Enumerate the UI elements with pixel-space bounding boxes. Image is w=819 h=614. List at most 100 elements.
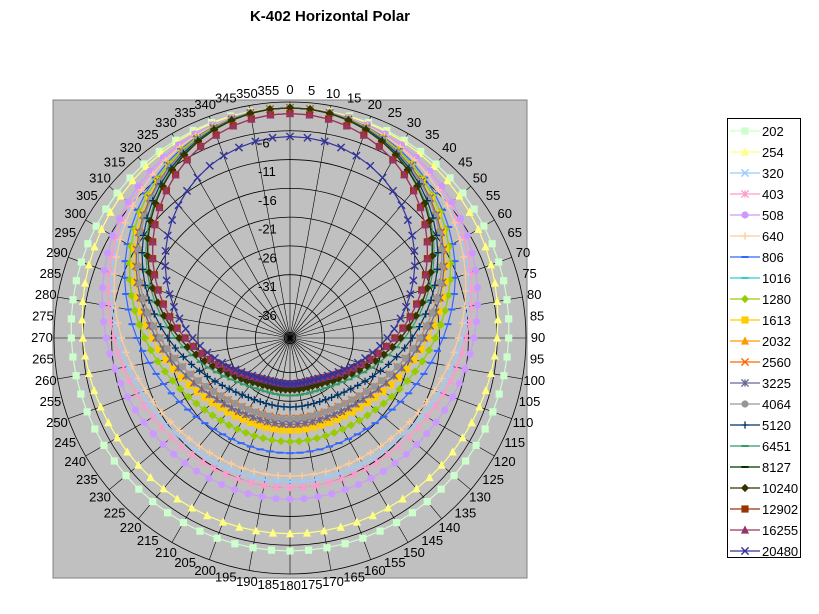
data-point [181, 324, 190, 333]
data-point [124, 198, 132, 206]
data-point [80, 278, 90, 287]
data-point [323, 371, 332, 380]
data-point [481, 385, 490, 395]
angle-label: 170 [322, 574, 344, 589]
data-point [165, 312, 174, 321]
data-point [155, 202, 164, 212]
legend-item: 1016 [728, 268, 800, 289]
data-point [441, 406, 449, 414]
angle-label: 305 [76, 188, 98, 203]
data-point [258, 493, 266, 501]
data-point [320, 137, 329, 146]
data-point [410, 246, 419, 255]
data-point [302, 528, 312, 537]
legend-item: 5120 [728, 415, 800, 436]
data-point [455, 379, 463, 387]
data-point [444, 362, 452, 370]
data-point [435, 308, 443, 316]
data-point [422, 310, 430, 318]
angle-label: 205 [174, 555, 196, 570]
data-point [104, 418, 113, 427]
data-point [285, 132, 295, 141]
data-point [413, 440, 421, 449]
data-point [192, 399, 201, 408]
data-point [420, 220, 430, 229]
data-point [371, 405, 380, 414]
data-point [135, 320, 144, 329]
data-point [341, 399, 349, 408]
data-point [432, 160, 440, 168]
data-point [243, 369, 252, 379]
data-point [446, 275, 455, 284]
data-point [157, 423, 166, 432]
data-point [104, 249, 112, 257]
legend-swatch [730, 378, 760, 388]
data-point [355, 366, 364, 375]
data-point [140, 160, 148, 168]
data-point [486, 260, 496, 269]
data-point [128, 176, 137, 185]
data-point [111, 303, 119, 311]
data-point [334, 374, 343, 383]
data-point [196, 527, 204, 535]
data-point [165, 290, 174, 299]
data-point [327, 393, 336, 402]
data-point [179, 353, 187, 361]
data-point [458, 319, 466, 327]
data-point [434, 388, 444, 397]
angle-label: 55 [486, 188, 500, 203]
data-point [202, 453, 211, 462]
data-point [115, 214, 124, 223]
data-point [468, 249, 476, 257]
legend-item: 1280 [728, 289, 800, 310]
angle-label: 245 [54, 435, 76, 450]
data-point [195, 367, 204, 375]
data-point [324, 478, 333, 487]
data-point [162, 276, 171, 285]
data-point [247, 418, 255, 427]
data-point [458, 333, 467, 343]
data-point [270, 425, 278, 433]
data-point [179, 519, 187, 527]
legend-marker [740, 168, 750, 178]
data-point [344, 116, 353, 125]
angle-label: 35 [425, 127, 439, 142]
data-point [349, 470, 358, 479]
series-20480 [161, 132, 419, 389]
legend-swatch [730, 277, 760, 279]
angle-label: 295 [54, 225, 76, 240]
legend-marker [740, 525, 750, 534]
angle-label: 175 [301, 577, 323, 592]
data-point [250, 431, 259, 440]
data-point [409, 345, 417, 353]
legend-marker [740, 294, 750, 304]
angle-label: 180 [279, 578, 301, 593]
data-point [138, 249, 146, 257]
data-point [149, 322, 158, 330]
data-point [244, 490, 252, 498]
data-point [224, 408, 232, 416]
data-point [398, 494, 407, 503]
angle-label: 230 [89, 489, 111, 504]
grid-spoke [209, 116, 291, 339]
legend-swatch [730, 400, 760, 408]
data-point [355, 416, 364, 425]
data-point [462, 287, 470, 295]
angle-label: 275 [32, 308, 54, 323]
data-point [387, 392, 396, 401]
data-point [379, 467, 387, 475]
data-point [319, 526, 329, 535]
data-point [280, 403, 288, 411]
legend-item: 2032 [728, 331, 800, 352]
data-point [475, 402, 484, 411]
data-point [405, 418, 414, 426]
data-point [384, 360, 393, 368]
legend-item: 4064 [728, 394, 800, 415]
data-point [348, 396, 356, 404]
data-point [316, 398, 324, 406]
data-point [448, 447, 457, 456]
data-point [303, 383, 313, 392]
data-point [278, 426, 286, 434]
data-point [176, 385, 185, 394]
legend-swatch [730, 147, 760, 156]
